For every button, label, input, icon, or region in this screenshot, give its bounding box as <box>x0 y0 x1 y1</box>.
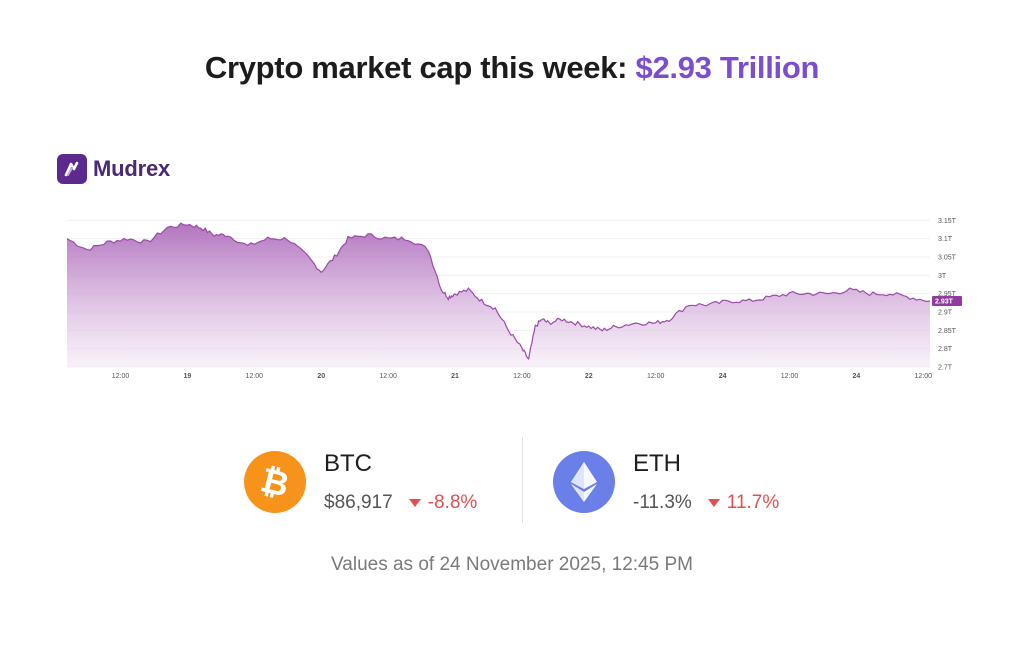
down-triangle-icon <box>707 499 720 507</box>
market-cap-line <box>66 222 931 360</box>
eth-card: ETH -11.3% 11.7% <box>553 450 779 514</box>
page-title: Crypto market cap this week: $2.93 Trill… <box>0 50 1024 86</box>
btc-card: ₿ BTC $86,917 -8.8% <box>244 450 477 514</box>
btc-price: $86,917 <box>324 492 393 513</box>
bitcoin-icon: ₿ <box>244 451 306 513</box>
x-tick-label: 21 <box>451 373 459 380</box>
btc-symbol: BTC <box>324 450 372 477</box>
ethereum-icon <box>553 451 615 513</box>
brand-name: Mudrex <box>93 156 171 181</box>
x-tick-label: 12:00 <box>781 373 799 380</box>
y-tick-label: 2.85T <box>938 328 957 335</box>
btc-change-value: -8.8% <box>427 492 478 513</box>
eth-change-value: 11.7% <box>726 492 780 513</box>
y-tick-label: 3.1T <box>938 236 953 243</box>
y-tick-label: 2.8T <box>938 346 953 353</box>
headline-value: $2.93 Trillion <box>635 50 820 85</box>
current-value-badge: 2.93T <box>932 296 962 306</box>
y-tick-label: 2.9T <box>938 310 953 317</box>
market-cap-area <box>67 223 930 367</box>
y-tick-label: 3T <box>938 273 947 280</box>
footnote: Values as of 24 November 2025, 12:45 PM <box>331 554 693 575</box>
x-tick-label: 24 <box>719 373 727 380</box>
x-tick-label: 19 <box>184 373 192 380</box>
x-tick-label: 20 <box>317 373 325 380</box>
x-tick-label: 12:00 <box>915 373 933 380</box>
brand: Mudrex <box>57 154 170 184</box>
x-tick-label: 24 <box>853 373 861 380</box>
btc-change: -8.8% <box>408 492 478 514</box>
y-tick-label: 3.15T <box>938 218 957 225</box>
x-tick-label: 12:00 <box>112 373 130 380</box>
y-tick-label: 2.95T <box>938 291 957 298</box>
x-tick-label: 12:00 <box>379 373 397 380</box>
eth-symbol: ETH <box>633 450 681 477</box>
eth-price: -11.3% <box>633 492 692 513</box>
y-tick-label: 2.7T <box>938 365 953 372</box>
svg-text:₿: ₿ <box>257 462 293 502</box>
x-tick-label: 12:00 <box>513 373 531 380</box>
x-tick-label: 22 <box>585 373 593 380</box>
current-value-label: 2.93T <box>935 299 954 306</box>
divider <box>522 437 523 523</box>
down-triangle-icon <box>408 499 421 507</box>
headline-prefix: Crypto market cap this week: <box>204 50 628 85</box>
y-tick-label: 3.05T <box>938 255 957 262</box>
market-cap-chart: 3.15T 3.1T 3.05T 3T 2.95T 2.9T 2.85T 2.8T 2.7T 1… <box>55 205 970 385</box>
eth-change: 11.7% <box>707 492 780 514</box>
x-tick-label: 12:00 <box>246 373 264 380</box>
market-cap-chart-svg: 3.15T 3.1T 3.05T 3T 2.95T 2.9T 2.85T 2.8T 2.7T 1… <box>66 218 962 380</box>
mudrex-logo-icon <box>57 154 87 184</box>
x-tick-label: 12:00 <box>647 373 665 380</box>
